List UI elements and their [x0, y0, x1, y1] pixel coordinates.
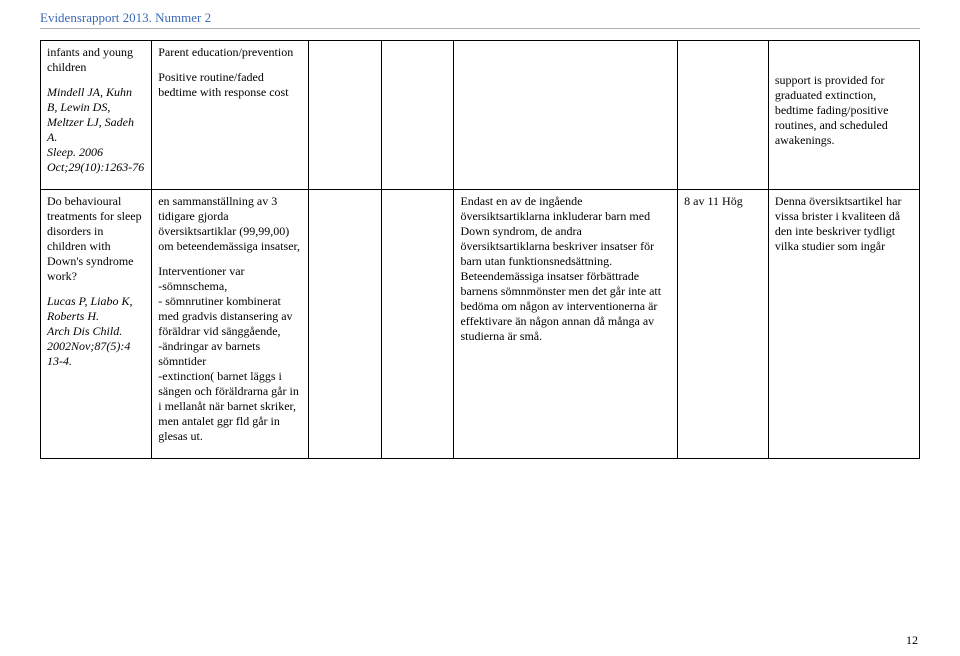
cell-text: Positive routine/faded bedtime with resp…: [158, 70, 302, 100]
cell-text: support is provided for graduated extinc…: [775, 73, 913, 148]
page-header: Evidensrapport 2013. Nummer 2: [40, 10, 211, 26]
cell-empty: [381, 41, 454, 190]
cell-empty: [309, 41, 382, 190]
cell-text: Do behavioural treatments for sleep diso…: [47, 194, 145, 284]
evidence-table: infants and young children Mindell JA, K…: [40, 40, 920, 459]
cell-text: Denna översiktsartikel har vissa brister…: [775, 194, 913, 254]
cell-empty: [678, 41, 769, 190]
header-title: Evidensrapport 2013. Nummer 2: [40, 10, 211, 25]
table-row: infants and young children Mindell JA, K…: [41, 41, 920, 190]
cell-text: Endast en av de ingående översiktsartikl…: [460, 194, 671, 344]
cell-text: Parent education/prevention: [158, 45, 302, 60]
cell-intervention: en sammanställning av 3 tidigare gjorda …: [152, 190, 309, 459]
cell-text: infants and young children: [47, 45, 145, 75]
cell-study: infants and young children Mindell JA, K…: [41, 41, 152, 190]
page-number: 12: [906, 633, 918, 648]
evidence-table-wrap: infants and young children Mindell JA, K…: [40, 40, 920, 459]
cell-quality: 8 av 11 Hög: [678, 190, 769, 459]
cell-results: Endast en av de ingående översiktsartikl…: [454, 190, 678, 459]
cell-citation: Lucas P, Liabo K, Roberts H. Arch Dis Ch…: [47, 294, 145, 369]
cell-comment: support is provided for graduated extinc…: [768, 41, 919, 190]
cell-text: en sammanställning av 3 tidigare gjorda …: [158, 194, 302, 254]
cell-empty: [309, 190, 382, 459]
cell-empty: [381, 190, 454, 459]
cell-comment: Denna översiktsartikel har vissa brister…: [768, 190, 919, 459]
header-rule: [40, 28, 920, 29]
cell-citation: Mindell JA, Kuhn B, Lewin DS, Meltzer LJ…: [47, 85, 145, 175]
cell-text: Interventioner var -sömnschema, - sömnru…: [158, 264, 302, 444]
cell-study: Do behavioural treatments for sleep diso…: [41, 190, 152, 459]
cell-empty: [454, 41, 678, 190]
table-row: Do behavioural treatments for sleep diso…: [41, 190, 920, 459]
cell-intervention: Parent education/prevention Positive rou…: [152, 41, 309, 190]
